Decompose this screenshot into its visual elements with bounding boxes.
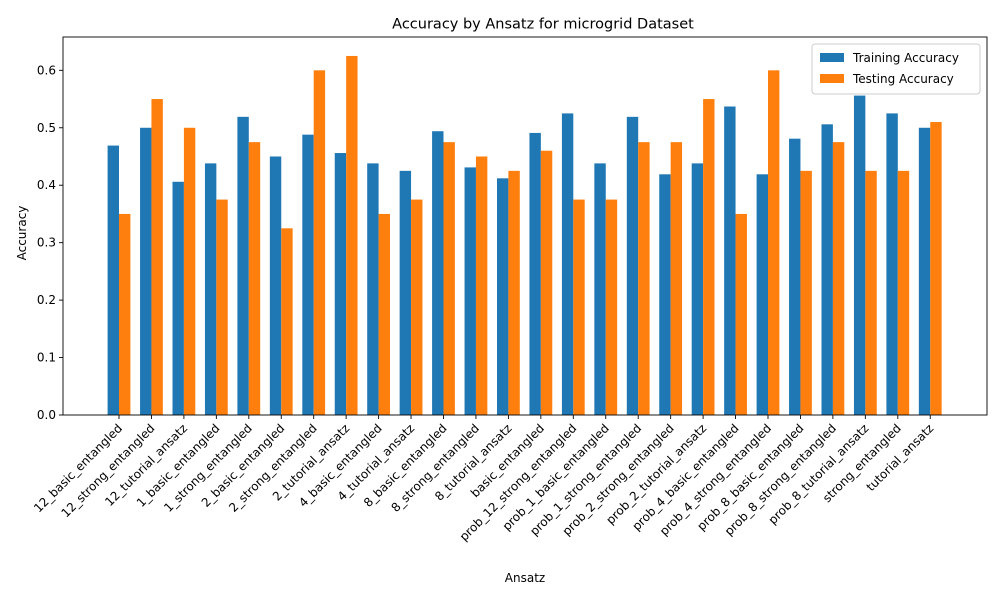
legend-label-testing: Testing Accuracy [852,72,954,86]
testing-bar-prob-1-basic-entangled [605,199,618,415]
testing-bar-basic-entangled [540,150,553,416]
training-bar-prob-8-basic-entangled [789,138,801,415]
testing-bar-4-basic-entangled [378,213,390,415]
testing-bar-8-basic-entangled [443,142,455,415]
training-bar-basic-entangled [529,132,541,415]
plot-area: 0.00.10.20.30.40.50.612_basic_entangled1… [31,36,988,544]
testing-bar-1-strong-entangled [248,142,261,415]
training-bar-4-basic-entangled [367,163,379,415]
y-tick-label: 0.2 [37,293,56,307]
legend-swatch-testing [820,74,844,83]
testing-bar-2-tutorial-ansatz [346,55,358,416]
training-bar-2-tutorial-ansatz [334,153,347,416]
testing-bar-8-tutorial-ansatz [508,170,520,415]
testing-bar-prob-1-strong-entangled [638,142,650,415]
testing-bar-12-tutorial-ansatz [183,127,196,416]
y-tick-label: 0.6 [37,63,56,77]
training-bar-12-strong-entangled [140,127,152,416]
axes-frame [62,36,988,416]
y-tick-label: 0.5 [37,121,56,135]
legend: Training Accuracy Testing Accuracy [811,43,981,95]
y-tick-label: 0.0 [37,408,56,422]
training-bar-prob-2-strong-entangled [659,174,671,415]
testing-bar-prob-12-strong-entangled [573,199,585,415]
legend-label-training: Training Accuracy [852,51,959,65]
training-bar-1-strong-entangled [237,116,249,415]
legend-swatch-training [820,53,844,62]
y-tick-label: 0.1 [37,351,56,365]
y-tick-label: 0.4 [37,178,56,192]
y-axis-label: Accuracy [15,206,29,261]
testing-bar-strong-entangled [897,170,910,415]
training-bar-prob-4-strong-entangled [756,174,768,415]
training-bar-12-tutorial-ansatz [172,181,184,415]
training-bar-prob-12-strong-entangled [561,113,574,416]
training-bar-2-strong-entangled [302,134,314,415]
testing-bar-prob-4-strong-entangled [768,70,780,415]
training-bar-prob-2-tutorial-ansatz [691,163,704,415]
training-bar-2-basic-entangled [269,156,282,416]
testing-bar-prob-2-tutorial-ansatz [703,99,715,415]
training-bar-1-basic-entangled [204,163,217,415]
testing-bar-12-strong-entangled [151,99,163,415]
training-bar-tutorial-ansatz [918,127,931,416]
training-bar-prob-4-basic-entangled [724,106,736,415]
chart-title: Accuracy by Ansatz for microgrid Dataset [392,17,694,33]
legend-box [811,43,981,95]
training-bar-prob-1-basic-entangled [594,163,606,415]
testing-bar-prob-8-tutorial-ansatz [865,170,877,415]
testing-bar-8-strong-entangled [475,156,488,416]
training-bar-4-tutorial-ansatz [399,170,412,415]
x-axis-label: Ansatz [505,571,545,585]
testing-bar-1-basic-entangled [216,199,228,415]
training-bar-8-basic-entangled [432,131,444,415]
testing-bar-tutorial-ansatz [930,122,942,416]
training-bar-prob-1-strong-entangled [626,116,639,415]
testing-bar-2-strong-entangled [313,70,326,415]
testing-bar-2-basic-entangled [281,228,293,415]
y-tick-label: 0.3 [37,236,56,250]
testing-bar-prob-2-strong-entangled [670,142,683,415]
testing-bar-4-tutorial-ansatz [411,199,423,415]
training-bar-prob-8-strong-entangled [821,124,833,415]
training-bar-8-tutorial-ansatz [497,178,509,415]
testing-bar-12-basic-entangled [119,213,131,415]
training-bar-8-strong-entangled [464,167,476,415]
training-bar-prob-8-tutorial-ansatz [853,95,866,415]
testing-bar-prob-4-basic-entangled [735,213,747,415]
training-bar-12-basic-entangled [107,145,119,415]
testing-bar-prob-8-strong-entangled [832,142,845,415]
testing-bar-prob-8-basic-entangled [800,170,812,415]
training-bar-strong-entangled [886,113,898,416]
